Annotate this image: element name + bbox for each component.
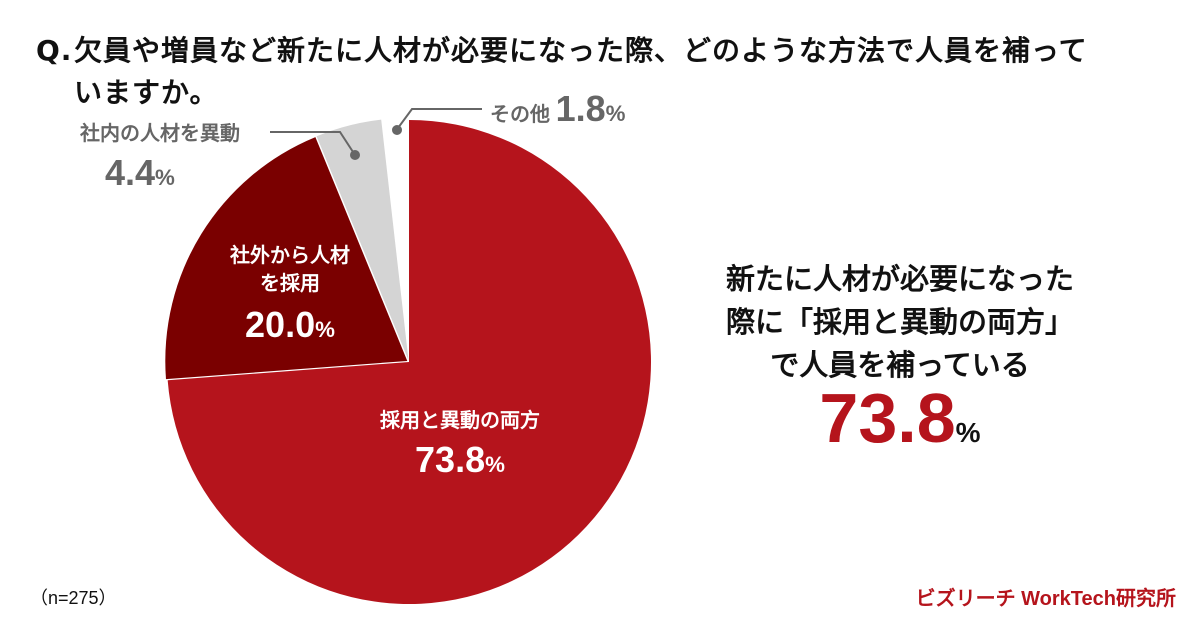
slice-value-other: 1.8% (555, 88, 626, 129)
slice-internal (316, 119, 409, 361)
slice-label-other-text: その他 (490, 102, 550, 126)
brand-credit: ビズリーチ WorkTech研究所 (915, 588, 1176, 610)
question-line1: 欠員や増員など新たに人材が必要になった際、どのような方法で人員を補って (74, 34, 1088, 67)
question-prefix: Q. (36, 34, 73, 67)
slice-label-external-line2: を採用 (260, 271, 320, 295)
sample-size: （n=275） (30, 588, 117, 608)
slice-external (165, 137, 408, 380)
slice-other (381, 118, 409, 361)
callout-line3: で人員を補っている (770, 348, 1030, 382)
slice-label-external: 社外から人材 を採用 20.0% (180, 241, 400, 358)
callout-value: 73.8% (819, 379, 981, 457)
question-title: Q.欠員や増員など新たに人材が必要になった際、どのような方法で人員を補って いま… (36, 30, 1156, 114)
leader-line-internal (270, 131, 360, 160)
callout-text: 新たに人材が必要になった 際に「採用と異動の両方」 で人員を補っている (680, 258, 1120, 387)
slice-label-both: 採用と異動の両方 73.8% (340, 404, 580, 489)
slice-label-internal-text: 社内の人材を異動 (80, 121, 240, 145)
leader-line-other (392, 108, 482, 135)
slice-both (167, 120, 651, 604)
slice-value-internal: 4.4% (105, 152, 175, 193)
slice-label-other: その他 1.8% (490, 88, 625, 130)
slice-label-both-text: 採用と異動の両方 (380, 408, 540, 432)
slice-label-internal: 社内の人材を異動 4.4% (50, 118, 270, 203)
slice-label-external-line1: 社外から人材 (230, 243, 350, 267)
question-line2: いますか。 (74, 76, 219, 109)
slice-value-external: 20.0% (245, 304, 335, 345)
callout-line1: 新たに人材が必要になった (725, 262, 1074, 296)
slice-value-both: 73.8% (415, 439, 505, 480)
callout-line2: 際に「採用と異動の両方」 (725, 305, 1074, 339)
